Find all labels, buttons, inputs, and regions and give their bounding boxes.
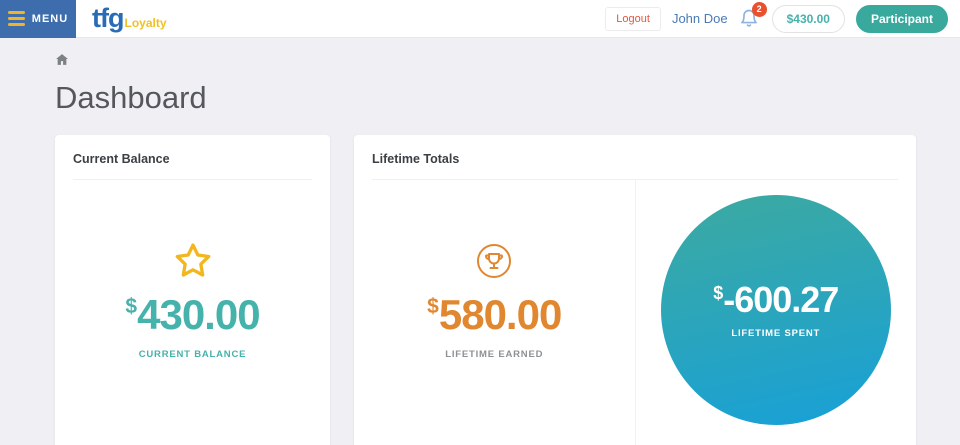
hamburger-icon [7,11,25,26]
menu-button[interactable]: MENU [0,0,76,38]
lifetime-earned-amount: $580.00 [427,291,562,338]
notifications-button[interactable]: 2 [739,1,767,31]
page-title: Dashboard [55,80,207,115]
wallet-balance-button[interactable]: $430.00 [771,4,845,33]
user-name-link[interactable]: John Doe [671,11,728,26]
top-navbar: MENU tfg Loyalty Logout John Doe 2 $430.… [0,0,960,38]
app-logo[interactable]: tfg Loyalty [92,3,167,34]
current-balance-card: Current Balance $430.00 CURRENT BALANCE [55,135,330,445]
lifetime-spent-circle: $-600.27 LIFETIME SPENT [660,195,891,425]
currency-sign: $ [125,295,138,318]
role-badge-button[interactable]: Participant [855,4,948,33]
lifetime-spent-amount: $-600.27 [713,278,839,320]
trophy-icon [475,242,513,280]
current-balance-card-title: Current Balance [73,152,170,166]
lifetime-totals-card-title: Lifetime Totals [372,152,460,166]
logo-brand-text: tfg [92,3,125,33]
lifetime-earned-caption: LIFETIME EARNED [445,349,544,360]
lifetime-earned-stat: $580.00 LIFETIME EARNED [354,180,636,445]
bell-icon [740,9,757,27]
header-actions: Logout John Doe 2 $430.00 Participant [605,1,960,33]
current-balance-caption: CURRENT BALANCE [138,349,247,360]
lifetime-spent-caption: LIFETIME SPENT [731,327,821,339]
lifetime-spent-section: $-600.27 LIFETIME SPENT [636,180,917,445]
current-balance-amount: $430.00 [125,291,260,338]
home-icon[interactable] [55,53,69,66]
main-content: Dashboard Current Balance $430.00 CURREN… [0,38,960,445]
notification-count-badge: 2 [751,1,767,17]
currency-sign: $ [427,295,439,318]
lifetime-totals-card-body: $580.00 LIFETIME EARNED $-600.27 LIFETIM… [354,180,916,445]
logo-suffix-text: Loyalty [124,16,167,30]
current-balance-card-body: $430.00 CURRENT BALANCE [55,180,330,445]
star-icon [172,242,214,280]
lifetime-totals-card: Lifetime Totals $580.00 [354,135,916,445]
logout-button[interactable]: Logout [605,6,661,31]
currency-sign: $ [713,282,724,303]
dashboard-cards: Current Balance $430.00 CURRENT BALANCE [55,135,916,445]
current-balance-stat: $430.00 CURRENT BALANCE [55,180,330,445]
card-title-divider [73,179,312,180]
card-title-divider [372,179,898,180]
menu-button-label: MENU [31,12,69,25]
breadcrumb [55,51,916,67]
